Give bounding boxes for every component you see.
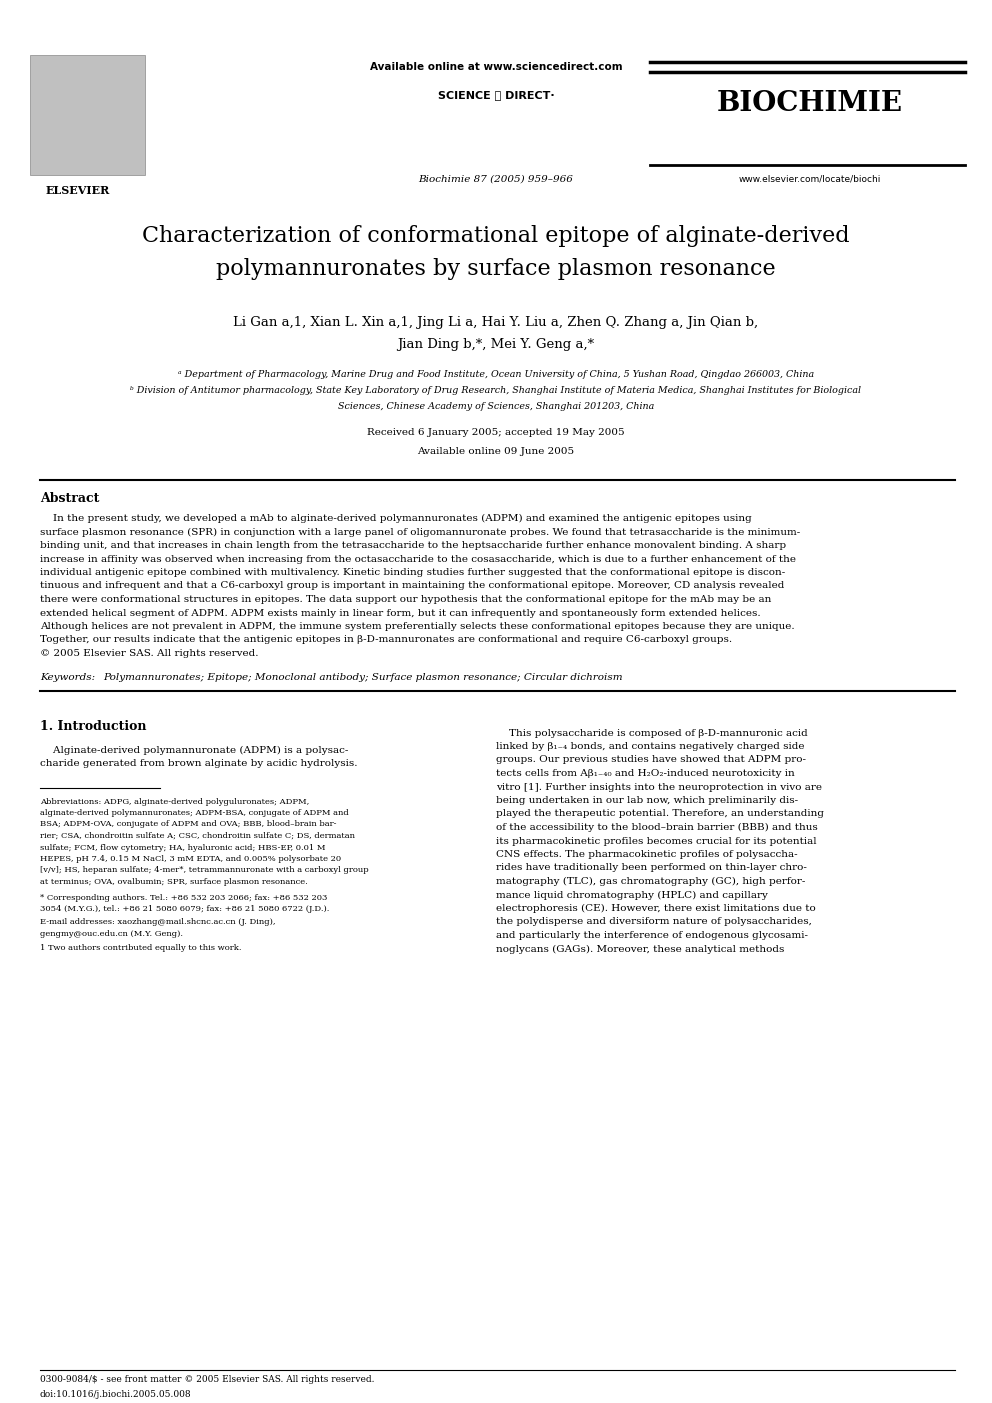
Text: 0300-9084/$ - see front matter © 2005 Elsevier SAS. All rights reserved.: 0300-9084/$ - see front matter © 2005 El… [40, 1375, 375, 1383]
Text: extended helical segment of ADPM. ADPM exists mainly in linear form, but it can : extended helical segment of ADPM. ADPM e… [40, 609, 761, 617]
Text: HEPES, pH 7.4, 0.15 M NaCl, 3 mM EDTA, and 0.005% polysorbate 20: HEPES, pH 7.4, 0.15 M NaCl, 3 mM EDTA, a… [40, 854, 341, 863]
Text: CNS effects. The pharmacokinetic profiles of polysaccha-: CNS effects. The pharmacokinetic profile… [496, 850, 798, 859]
Text: alginate-derived polymannuronates; ADPM-BSA, conjugate of ADPM and: alginate-derived polymannuronates; ADPM-… [40, 810, 349, 817]
Text: vitro [1]. Further insights into the neuroprotection in vivo are: vitro [1]. Further insights into the neu… [496, 783, 822, 791]
Text: Alginate-derived polymannuronate (ADPM) is a polysac-: Alginate-derived polymannuronate (ADPM) … [40, 745, 348, 755]
Text: of the accessibility to the blood–brain barrier (BBB) and thus: of the accessibility to the blood–brain … [496, 824, 817, 832]
Text: rier; CSA, chondroitin sulfate A; CSC, chondroitin sulfate C; DS, dermatan: rier; CSA, chondroitin sulfate A; CSC, c… [40, 832, 355, 840]
Text: Abbreviations: ADPG, alginate-derived polyguluronates; ADPM,: Abbreviations: ADPG, alginate-derived po… [40, 797, 310, 805]
Text: surface plasmon resonance (SPR) in conjunction with a large panel of oligomannur: surface plasmon resonance (SPR) in conju… [40, 528, 801, 536]
Text: tects cells from Aβ₁₋₄₀ and H₂O₂-induced neurotoxicity in: tects cells from Aβ₁₋₄₀ and H₂O₂-induced… [496, 769, 795, 779]
Text: Although helices are not prevalent in ADPM, the immune system preferentially sel: Although helices are not prevalent in AD… [40, 622, 795, 631]
Bar [30, 55, 145, 175]
Text: sulfate; FCM, flow cytometry; HA, hyaluronic acid; HBS-EP, 0.01 M: sulfate; FCM, flow cytometry; HA, hyalur… [40, 843, 325, 852]
Text: ᵇ Division of Antitumor pharmacology, State Key Laboratory of Drug Research, Sha: ᵇ Division of Antitumor pharmacology, St… [131, 386, 861, 396]
Text: SCIENCE ⓐ DIRECT·: SCIENCE ⓐ DIRECT· [437, 90, 555, 100]
Text: mance liquid chromatography (HPLC) and capillary: mance liquid chromatography (HPLC) and c… [496, 891, 768, 899]
Text: matography (TLC), gas chromatography (GC), high perfor-: matography (TLC), gas chromatography (GC… [496, 877, 806, 887]
Text: Sciences, Chinese Academy of Sciences, Shanghai 201203, China: Sciences, Chinese Academy of Sciences, S… [338, 403, 654, 411]
Text: doi:10.1016/j.biochi.2005.05.008: doi:10.1016/j.biochi.2005.05.008 [40, 1390, 191, 1399]
Text: BIOCHIMIE: BIOCHIMIE [717, 90, 903, 116]
Text: Available online 09 June 2005: Available online 09 June 2005 [418, 448, 574, 456]
Text: E-mail addresses: xaozhang@mail.shcnc.ac.cn (J. Ding),: E-mail addresses: xaozhang@mail.shcnc.ac… [40, 919, 276, 926]
Text: played the therapeutic potential. Therefore, an understanding: played the therapeutic potential. Theref… [496, 810, 824, 818]
Text: increase in affinity was observed when increasing from the octasaccharide to the: increase in affinity was observed when i… [40, 554, 796, 564]
Text: Keywords:: Keywords: [40, 672, 98, 682]
Text: the polydisperse and diversiform nature of polysaccharides,: the polydisperse and diversiform nature … [496, 918, 811, 926]
Text: Biochimie 87 (2005) 959–966: Biochimie 87 (2005) 959–966 [419, 175, 573, 184]
Text: at terminus; OVA, ovalbumin; SPR, surface plasmon resonance.: at terminus; OVA, ovalbumin; SPR, surfac… [40, 878, 308, 887]
Text: In the present study, we developed a mAb to alginate-derived polymannuronates (A: In the present study, we developed a mAb… [40, 513, 752, 523]
Text: ELSEVIER: ELSEVIER [46, 185, 110, 196]
Text: its pharmacokinetic profiles becomes crucial for its potential: its pharmacokinetic profiles becomes cru… [496, 836, 816, 846]
Text: This polysaccharide is composed of β-D-mannuronic acid: This polysaccharide is composed of β-D-m… [496, 728, 807, 738]
Text: charide generated from brown alginate by acidic hydrolysis.: charide generated from brown alginate by… [40, 759, 357, 767]
Text: noglycans (GAGs). Moreover, these analytical methods: noglycans (GAGs). Moreover, these analyt… [496, 944, 785, 954]
Text: Polymannuronates; Epitope; Monoclonal antibody; Surface plasmon resonance; Circu: Polymannuronates; Epitope; Monoclonal an… [103, 672, 623, 682]
Text: [v/v]; HS, heparan sulfate; 4-mer*, tetrammannuronate with a carboxyl group: [v/v]; HS, heparan sulfate; 4-mer*, tetr… [40, 867, 369, 874]
Text: * Corresponding authors. Tel.: +86 532 203 2066; fax: +86 532 203: * Corresponding authors. Tel.: +86 532 2… [40, 894, 327, 902]
Text: 1 Two authors contributed equally to this work.: 1 Two authors contributed equally to thi… [40, 943, 241, 951]
Text: individual antigenic epitope combined with multivalency. Kinetic binding studies: individual antigenic epitope combined wi… [40, 568, 786, 577]
Text: 1. Introduction: 1. Introduction [40, 721, 147, 734]
Text: ᵃ Department of Pharmacology, Marine Drug and Food Institute, Ocean University o: ᵃ Department of Pharmacology, Marine Dru… [178, 370, 814, 379]
Text: linked by β₁₋₄ bonds, and contains negatively charged side: linked by β₁₋₄ bonds, and contains negat… [496, 742, 805, 751]
Text: tinuous and infrequent and that a C6-carboxyl group is important in maintaining : tinuous and infrequent and that a C6-car… [40, 581, 785, 591]
Text: Characterization of conformational epitope of alginate-derived: Characterization of conformational epito… [142, 224, 850, 247]
Text: BSA; ADPM-OVA, conjugate of ADPM and OVA; BBB, blood–brain bar-: BSA; ADPM-OVA, conjugate of ADPM and OVA… [40, 821, 336, 829]
Text: binding unit, and that increases in chain length from the tetrasaccharide to the: binding unit, and that increases in chai… [40, 542, 786, 550]
Text: www.elsevier.com/locate/biochi: www.elsevier.com/locate/biochi [739, 175, 881, 184]
Text: Li Gan a,1, Xian L. Xin a,1, Jing Li a, Hai Y. Liu a, Zhen Q. Zhang a, Jin Qian : Li Gan a,1, Xian L. Xin a,1, Jing Li a, … [233, 316, 759, 328]
Text: Jian Ding b,*, Mei Y. Geng a,*: Jian Ding b,*, Mei Y. Geng a,* [398, 338, 594, 351]
Text: there were conformational structures in epitopes. The data support our hypothesi: there were conformational structures in … [40, 595, 772, 605]
Text: gengmy@ouc.edu.cn (M.Y. Geng).: gengmy@ouc.edu.cn (M.Y. Geng). [40, 930, 183, 939]
Text: being undertaken in our lab now, which preliminarily dis-: being undertaken in our lab now, which p… [496, 796, 799, 805]
Text: groups. Our previous studies have showed that ADPM pro-: groups. Our previous studies have showed… [496, 755, 806, 765]
Text: Received 6 January 2005; accepted 19 May 2005: Received 6 January 2005; accepted 19 May… [367, 428, 625, 436]
Text: © 2005 Elsevier SAS. All rights reserved.: © 2005 Elsevier SAS. All rights reserved… [40, 650, 259, 658]
Text: rides have traditionally been performed on thin-layer chro-: rides have traditionally been performed … [496, 863, 806, 873]
Text: and particularly the interference of endogenous glycosami-: and particularly the interference of end… [496, 932, 808, 940]
Text: electrophoresis (CE). However, there exist limitations due to: electrophoresis (CE). However, there exi… [496, 904, 815, 913]
Text: Available online at www.sciencedirect.com: Available online at www.sciencedirect.co… [370, 62, 622, 72]
Text: Together, our results indicate that the antigenic epitopes in β-D-mannuronates a: Together, our results indicate that the … [40, 636, 732, 644]
Text: 3054 (M.Y.G.), tel.: +86 21 5080 6079; fax: +86 21 5080 6722 (J.D.).: 3054 (M.Y.G.), tel.: +86 21 5080 6079; f… [40, 905, 329, 913]
Text: Abstract: Abstract [40, 492, 99, 505]
Text: polymannuronates by surface plasmon resonance: polymannuronates by surface plasmon reso… [216, 258, 776, 281]
